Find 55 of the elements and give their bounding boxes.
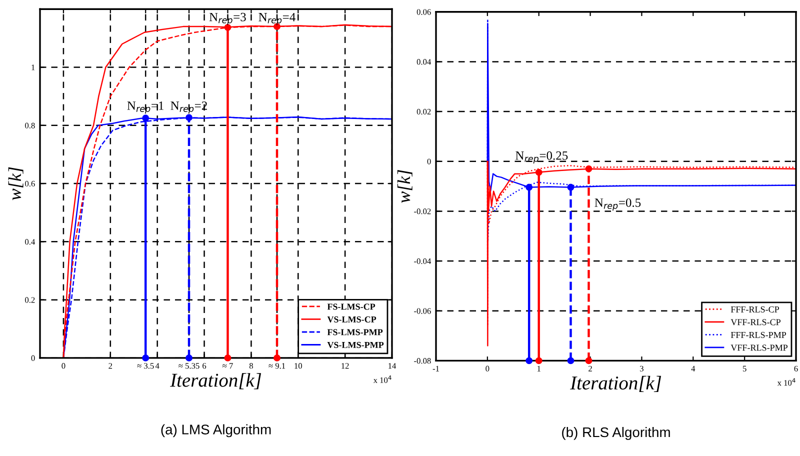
legend-label: FFF-RLS-CP xyxy=(730,306,779,312)
legend-label: VS-LMS-CP xyxy=(327,316,376,323)
y-tick-label: 0.4 xyxy=(25,239,36,245)
annotation: N$_{rep}$=1 xyxy=(127,102,164,114)
annotation: N$_{rep}$=3 xyxy=(209,12,246,26)
x-tick-label: 1 xyxy=(538,366,540,372)
x-tick-label: 12 xyxy=(342,363,349,369)
y-tick-label: 0.04 xyxy=(416,59,432,65)
x-tick-label: 2 xyxy=(588,366,592,372)
y-tick-label: 1 xyxy=(32,64,35,70)
y-axis-title: w[k] xyxy=(8,167,24,200)
legend-label: VS-LMS-PMP xyxy=(327,342,384,348)
y-tick-label: 0.6 xyxy=(25,180,35,187)
y-tick-label: 0 xyxy=(427,158,431,164)
legend-label: FFF-RLS-PMP xyxy=(730,332,786,338)
x-axis-title: Iteration[k] xyxy=(170,373,262,390)
x-tick-label: ≈ 7 xyxy=(222,363,233,369)
x-tick-label: 0 xyxy=(62,363,66,369)
x-tick-label: ≈ 9.1 xyxy=(268,363,286,369)
text: x 10$^{4}$ xyxy=(373,375,392,383)
x-tick-label: 2 xyxy=(108,363,112,369)
text: (a) LMS Algorithm xyxy=(161,424,271,438)
x-tick-label: 8 xyxy=(249,363,253,369)
x-tick-label: 4 xyxy=(155,363,160,369)
y-tick-label: -0.02 xyxy=(414,208,431,214)
annotation: N$_{rep}$=4 xyxy=(258,12,296,26)
x-tick-label: 5 xyxy=(742,366,746,372)
x-tick-label: ≈ 5.35 xyxy=(178,363,200,369)
x-tick-label: 14 xyxy=(388,363,396,369)
x-tick-label: 6 xyxy=(202,363,206,369)
x-tick-label: 4 xyxy=(691,366,696,372)
y-tick-label: -0.08 xyxy=(414,358,431,364)
text: (b) RLS Algorithm xyxy=(562,426,670,440)
y-tick-label: 0.2 xyxy=(25,297,35,303)
x-tick-label: -1 xyxy=(432,366,439,372)
legend-label: VFF-RLS-PMP xyxy=(730,344,788,351)
y-tick-label: -0.04 xyxy=(414,258,432,264)
x-axis-title: Iteration[k] xyxy=(570,376,662,392)
x-tick-label: 0 xyxy=(486,366,490,372)
y-tick-label: 0 xyxy=(31,355,35,361)
y-tick-label: -0.06 xyxy=(414,308,431,314)
annotation: N$_{rep}$=2 xyxy=(170,102,207,114)
y-tick-label: 0.06 xyxy=(416,9,431,15)
x-tick-label: ≈ 3.5 xyxy=(137,363,154,369)
x-tick-label: 6 xyxy=(794,366,798,372)
y-axis-title: w[k] xyxy=(397,170,412,203)
y-tick-label: 0.02 xyxy=(416,108,431,115)
text: x 10$^{4}$ xyxy=(777,378,796,386)
y-tick-label: 0.8 xyxy=(25,122,35,128)
x-tick-label: 3 xyxy=(640,366,644,372)
legend-label: FS-LMS-CP xyxy=(327,304,376,310)
annotation: N$_{rep}$=0.5 xyxy=(594,198,641,211)
legend-label: FS-LMS-PMP xyxy=(327,329,383,336)
legend-label: VFF-RLS-CP xyxy=(730,319,780,326)
x-tick-label: 10 xyxy=(294,363,302,369)
